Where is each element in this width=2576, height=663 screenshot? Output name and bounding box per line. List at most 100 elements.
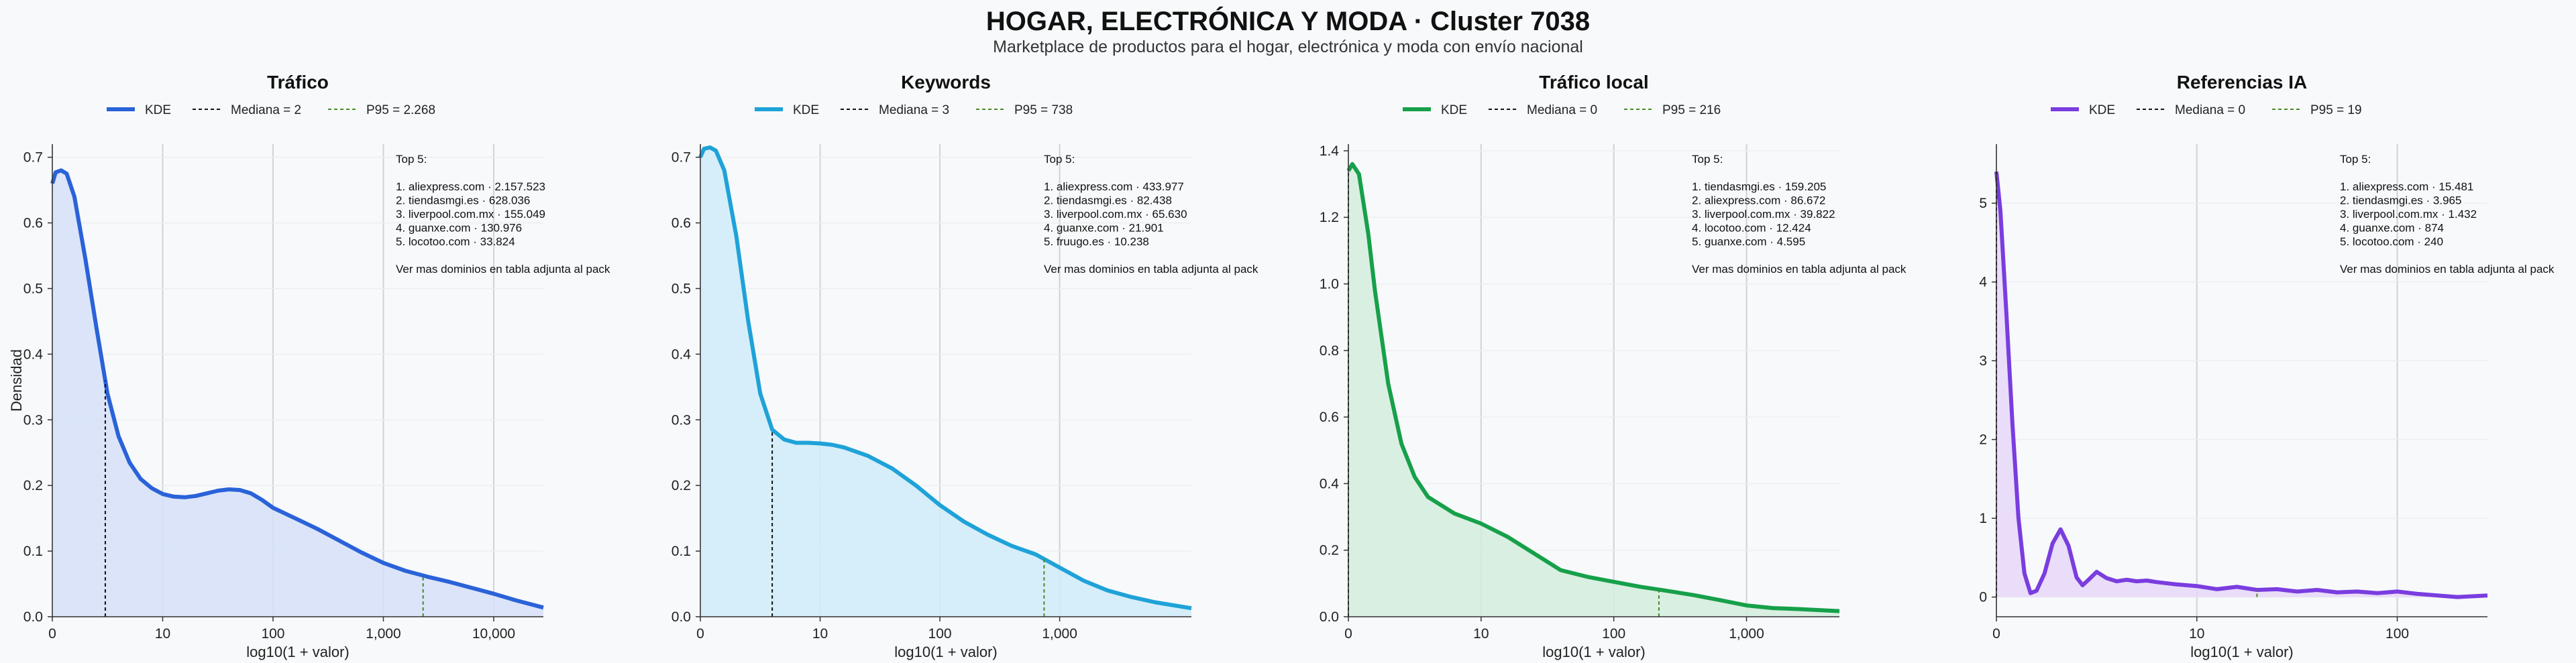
x-tick-label: 1,000 <box>366 626 401 642</box>
x-tick-label: 0 <box>1992 626 2000 642</box>
y-tick-label: 0.7 <box>672 150 691 166</box>
x-axis-label: log10(1 + valor) <box>894 644 997 660</box>
x-tick-label: 0 <box>48 626 56 642</box>
panel-title: Tráfico <box>267 72 329 93</box>
y-tick-label: 0.4 <box>23 347 44 362</box>
panel-title: Referencias IA <box>2177 72 2308 93</box>
top5-heading: Top 5: <box>2340 153 2371 166</box>
x-axis-label: log10(1 + valor) <box>246 644 349 660</box>
x-tick-label: 10 <box>812 626 828 642</box>
top5-heading: Top 5: <box>396 153 427 166</box>
kde-area <box>1348 164 1839 617</box>
y-tick-label: 1.0 <box>1320 277 1339 292</box>
legend-kde-label: KDE <box>793 103 819 117</box>
top5-line: 3. liverpool.com.mx · 155.049 <box>396 208 545 221</box>
y-tick-label: 1.2 <box>1320 210 1339 225</box>
legend-p95-label: P95 = 19 <box>2310 103 2362 117</box>
legend-median-label: Mediana = 2 <box>231 103 301 117</box>
top5-line: 5. locotoo.com · 33.824 <box>396 235 515 248</box>
y-tick-label: 0.2 <box>1320 543 1339 558</box>
y-tick-label: 0.6 <box>1320 410 1339 425</box>
legend-median-label: Mediana = 0 <box>1527 103 1597 117</box>
y-tick-label: 0.3 <box>672 412 691 428</box>
y-tick-label: 0.6 <box>672 216 691 231</box>
legend-median-label: Mediana = 3 <box>879 103 949 117</box>
y-tick-label: 2 <box>1979 432 1987 448</box>
x-tick-label: 100 <box>1602 626 1625 642</box>
x-axis-label: log10(1 + valor) <box>1542 644 1645 660</box>
top5-line: 1. tiendasmgi.es · 159.205 <box>1692 180 1826 193</box>
y-tick-label: 5 <box>1979 196 1987 211</box>
x-tick-label: 100 <box>928 626 952 642</box>
y-tick-label: 1 <box>1979 511 1987 526</box>
x-tick-label: 10 <box>1473 626 1489 642</box>
top5-line: 2. tiendasmgi.es · 3.965 <box>2340 194 2461 207</box>
y-tick-label: 0.2 <box>23 478 43 493</box>
top5-line: 1. aliexpress.com · 433.977 <box>1044 180 1184 193</box>
top5-line: 3. liverpool.com.mx · 65.630 <box>1044 208 1187 221</box>
x-tick-label: 1,000 <box>1729 626 1764 642</box>
y-tick-label: 0.0 <box>23 609 43 625</box>
kde-line <box>1994 171 2488 599</box>
legend-kde-label: KDE <box>145 103 171 117</box>
top5-line: 5. locotoo.com · 240 <box>2340 235 2443 248</box>
y-tick-label: 0.0 <box>672 609 691 625</box>
top5-line: Ver mas dominios en tabla adjunta al pac… <box>1044 263 1258 276</box>
kde-line <box>698 145 1192 611</box>
y-tick-label: 3 <box>1979 353 1987 369</box>
top5-line: 2. tiendasmgi.es · 82.438 <box>1044 194 1172 207</box>
kde-area <box>700 147 1191 617</box>
top5-heading: Top 5: <box>1044 153 1075 166</box>
y-tick-label: 0.6 <box>23 216 43 231</box>
panel-title: Keywords <box>901 72 991 93</box>
y-tick-label: 0.4 <box>672 347 692 362</box>
x-tick-label: 10,000 <box>472 626 515 642</box>
panel-title: Tráfico local <box>1539 72 1648 93</box>
top5-line: 4. guanxe.com · 21.901 <box>1044 222 1164 235</box>
top5-line: 4. guanxe.com · 130.976 <box>396 222 522 235</box>
top5-line: 2. tiendasmgi.es · 628.036 <box>396 194 530 207</box>
legend-kde-label: KDE <box>1441 103 1467 117</box>
y-tick-label: 0.5 <box>23 281 43 296</box>
top5-line: Ver mas dominios en tabla adjunta al pac… <box>1692 263 1907 276</box>
chart-panel: Tráfico local KDE Mediana = 0 P95 = 216 0 10 1… <box>1320 72 1907 660</box>
top5-line: 1. aliexpress.com · 15.481 <box>2340 180 2473 193</box>
x-tick-label: 1,000 <box>1042 626 1077 642</box>
top5-line: 3. liverpool.com.mx · 1.432 <box>2340 208 2477 221</box>
y-tick-label: 0.2 <box>672 478 691 493</box>
top5-line: 1. aliexpress.com · 2.157.523 <box>396 180 545 193</box>
kde-line <box>1346 162 1840 613</box>
legend-kde-label: KDE <box>2089 103 2115 117</box>
top5-line: Ver mas dominios en tabla adjunta al pac… <box>396 263 610 276</box>
top5-line: Ver mas dominios en tabla adjunta al pac… <box>2340 263 2555 276</box>
legend-p95-label: P95 = 2.268 <box>366 103 435 117</box>
y-tick-label: 0.1 <box>672 544 691 559</box>
chart-panel: Referencias IA KDE Mediana = 0 P95 = 19 0 1 0 1… <box>1979 72 2555 660</box>
figure-subtitle: Marketplace de productos para el hogar, … <box>993 38 1583 56</box>
legend-p95-label: P95 = 738 <box>1014 103 1073 117</box>
y-tick-label: 0 <box>1979 590 1987 605</box>
y-axis-label: Densidad <box>8 349 25 412</box>
y-tick-label: 0.5 <box>672 281 691 296</box>
x-tick-label: 0 <box>696 626 704 642</box>
chart-panel: Keywords KDE Mediana = 3 P95 = 738 0 10 100 1,0… <box>672 72 1258 660</box>
top5-line: 4. guanxe.com · 874 <box>2340 222 2444 235</box>
y-tick-label: 4 <box>1979 275 1987 290</box>
top5-line: 4. locotoo.com · 12.424 <box>1692 222 1811 235</box>
x-axis-label: log10(1 + valor) <box>2190 644 2293 660</box>
y-tick-label: 0.0 <box>1320 609 1339 625</box>
legend-median-label: Mediana = 0 <box>2175 103 2245 117</box>
top5-line: 3. liverpool.com.mx · 39.822 <box>1692 208 1835 221</box>
y-tick-label: 0.7 <box>23 150 43 166</box>
y-tick-label: 1.4 <box>1320 143 1340 159</box>
kde-area <box>52 170 543 617</box>
y-tick-label: 0.4 <box>1320 476 1340 491</box>
top5-line: 5. fruugo.es · 10.238 <box>1044 235 1149 248</box>
legend-p95-label: P95 = 216 <box>1662 103 1721 117</box>
x-tick-label: 100 <box>261 626 284 642</box>
chart-panel: Tráfico KDE Mediana = 2 P95 = 2.268 0 10 100 1,… <box>8 72 610 660</box>
y-tick-label: 0.1 <box>23 544 43 559</box>
y-tick-label: 0.8 <box>1320 343 1339 359</box>
kde-line <box>50 168 544 610</box>
